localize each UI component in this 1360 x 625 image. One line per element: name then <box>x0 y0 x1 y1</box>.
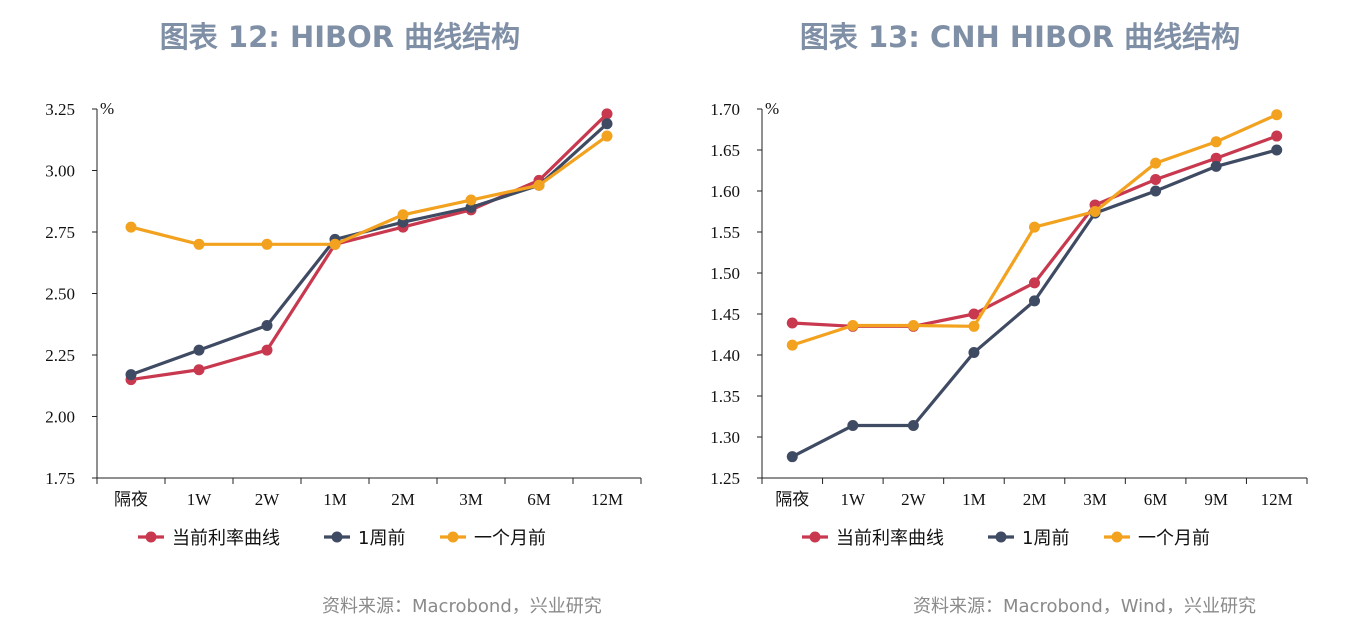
data-point <box>968 347 980 359</box>
legend-label: 1周前 <box>358 528 405 549</box>
data-point <box>533 179 545 191</box>
data-point <box>261 344 273 356</box>
y-unit-label: % <box>765 99 779 118</box>
y-tick-label: 1.70 <box>710 100 740 119</box>
legend-marker <box>1111 531 1123 543</box>
hibor-line-chart: 1.75 2.00 2.25 2.50 2.75 3.00 3.25 % 隔夜 1W 2W 1M 2M 3… <box>45 99 642 549</box>
data-point <box>1210 152 1222 164</box>
legend-label: 1周前 <box>1022 528 1069 549</box>
y-tick-label: 2.50 <box>45 285 75 304</box>
data-point <box>125 221 137 233</box>
x-tick-label: 9M <box>1204 490 1228 509</box>
series-line-2 <box>130 122 609 377</box>
data-point <box>1029 295 1040 307</box>
x-tick-label: 6M <box>1144 490 1168 509</box>
data-point <box>261 319 273 331</box>
series-line-3 <box>130 134 608 246</box>
x-tick-label: 3M <box>1083 490 1107 509</box>
data-point <box>193 344 205 356</box>
data-point <box>397 209 409 221</box>
data-point <box>329 238 341 250</box>
y-tick-label: 3.25 <box>45 100 75 119</box>
source-note: 资料来源：Macrobond，兴业研究 <box>322 596 602 617</box>
legend-label: 一个月前 <box>474 528 546 549</box>
x-tick-label: 1M <box>323 490 347 509</box>
legend-label: 当前利率曲线 <box>836 528 944 549</box>
data-point <box>1089 206 1101 217</box>
legend-label: 当前利率曲线 <box>172 528 280 549</box>
data-point <box>601 108 613 120</box>
data-point <box>1271 144 1283 156</box>
x-tick-label: 1W <box>187 490 213 509</box>
x-tick-label: 2W <box>901 490 927 509</box>
legend-marker <box>145 531 157 543</box>
x-tick-label: 隔夜 <box>114 490 148 509</box>
x-tick-label: 隔夜 <box>775 490 809 509</box>
data-point <box>465 194 477 206</box>
data-point <box>1210 136 1222 148</box>
y-tick-label: 1.65 <box>710 141 740 160</box>
legend-marker <box>331 531 343 543</box>
data-point <box>125 369 137 381</box>
y-tick-label: 1.75 <box>45 469 75 488</box>
data-point <box>1029 277 1040 289</box>
data-point <box>193 364 205 376</box>
y-tick-label: 3.00 <box>45 162 75 181</box>
chart-title: 图表 12: HIBOR 曲线结构 <box>159 20 521 54</box>
data-point <box>847 319 859 331</box>
x-tick-label: 12M <box>1261 490 1293 509</box>
data-point <box>1271 109 1283 121</box>
data-point <box>968 308 980 320</box>
legend-marker <box>809 531 821 543</box>
data-point <box>786 339 798 351</box>
y-tick-label: 1.35 <box>710 387 740 406</box>
data-point <box>193 238 205 250</box>
x-tick-label: 6M <box>527 490 551 509</box>
legend-marker <box>447 531 459 543</box>
x-tick-label: 2W <box>255 490 281 509</box>
x-tick-label: 12M <box>591 490 623 509</box>
legend-marker <box>995 531 1007 543</box>
x-tick-label: 3M <box>459 490 483 509</box>
y-tick-label: 1.60 <box>710 182 740 201</box>
y-tick-label: 2.00 <box>45 408 75 427</box>
data-point <box>601 118 613 130</box>
data-point <box>907 319 919 331</box>
y-tick-label: 1.55 <box>710 223 740 242</box>
x-tick-label: 1W <box>841 490 867 509</box>
x-tick-label: 1M <box>962 490 986 509</box>
y-tick-label: 1.45 <box>710 305 740 324</box>
data-point <box>1210 160 1222 172</box>
series-line-1 <box>130 112 609 382</box>
y-tick-label: 1.30 <box>710 428 740 447</box>
data-point <box>1150 174 1162 186</box>
data-point <box>786 451 798 463</box>
data-point <box>601 130 613 142</box>
data-point <box>786 317 798 329</box>
source-note: 资料来源：Macrobond，Wind，兴业研究 <box>913 596 1256 617</box>
data-point <box>847 420 859 432</box>
data-point <box>261 238 273 250</box>
x-tick-label: 2M <box>1023 490 1047 509</box>
y-unit-label: % <box>100 99 114 118</box>
chart-panel-cnh-hibor: 图表 13: CNH HIBOR 曲线结构 1.25 1.30 1.35 1.40 1.… <box>680 0 1360 625</box>
data-point <box>907 420 919 432</box>
data-point <box>1150 185 1162 197</box>
y-tick-label: 1.25 <box>710 469 740 488</box>
data-point <box>1029 221 1040 233</box>
y-tick-label: 1.40 <box>710 346 740 365</box>
chart-panel-hibor: 图表 12: HIBOR 曲线结构 1.75 2.00 2.25 2.50 2.75 3.… <box>45 20 642 617</box>
cnh-hibor-line-chart: 1.25 1.30 1.35 1.40 1.45 1.50 1.55 1.60 1.65 1.70… <box>710 99 1308 549</box>
chart-title: 图表 13: CNH HIBOR 曲线结构 <box>799 20 1241 54</box>
y-tick-label: 1.50 <box>710 264 740 283</box>
data-point <box>968 320 980 332</box>
x-tick-label: 2M <box>391 490 415 509</box>
y-tick-label: 2.75 <box>45 223 75 242</box>
legend-label: 一个月前 <box>1138 528 1210 549</box>
data-point <box>1271 130 1283 142</box>
y-tick-label: 2.25 <box>45 346 75 365</box>
data-point <box>1150 157 1162 169</box>
